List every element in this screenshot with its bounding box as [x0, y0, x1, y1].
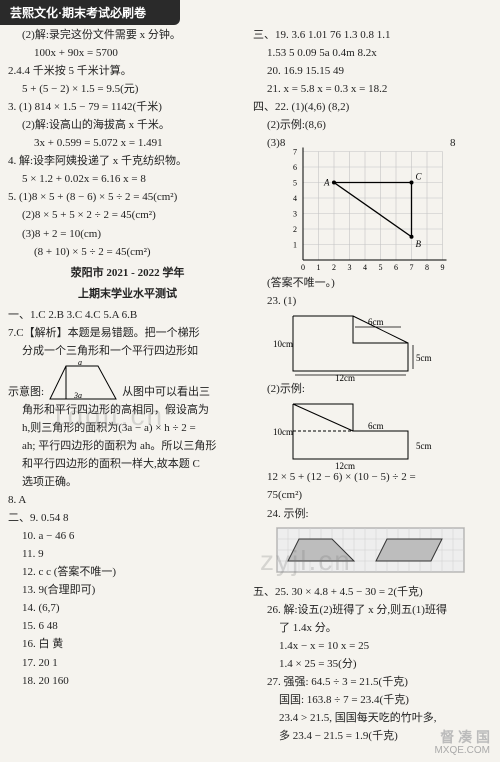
svg-text:4: 4	[293, 194, 297, 203]
text: ah; 平行四边形的面积为 ah。所以三角形	[8, 438, 247, 455]
dim-label: 10cm	[273, 427, 293, 437]
text: (8 + 10) × 5 ÷ 2 = 45(cm²)	[8, 244, 247, 261]
svg-text:1: 1	[317, 263, 321, 272]
text: 100x + 90x = 5700	[8, 45, 247, 62]
text: 4. 解:设李阿姨投递了 x 千克纺织物。	[8, 153, 247, 170]
svg-text:7: 7	[410, 263, 414, 272]
trapezoid-diagram: a 3a	[48, 361, 118, 401]
svg-text:5: 5	[293, 179, 297, 188]
text: (3)8 + 2 = 10(cm)	[8, 226, 247, 243]
text: h,则三角形的面积为(3a − a) × h ÷ 2 =	[8, 420, 247, 437]
left-column: (2)解:录完这份文件需要 x 分钟。 100x + 90x = 5700 2.…	[8, 27, 247, 746]
svg-text:2: 2	[332, 263, 336, 272]
text: 13. 9(合理即可)	[8, 582, 247, 599]
text: 14. (6,7)	[8, 600, 247, 617]
text: 5 + (5 − 2) × 1.5 = 9.5(元)	[8, 81, 247, 98]
page-body: (2)解:录完这份文件需要 x 分钟。 100x + 90x = 5700 2.…	[0, 25, 500, 754]
dim-label: 5cm	[416, 441, 432, 451]
dim-label: 6cm	[368, 317, 384, 327]
text: 5. (1)8 × 5 + (8 − 6) × 5 ÷ 2 = 45(cm²)	[8, 189, 247, 206]
text: 23.4 > 21.5, 国国每天吃的竹叶多,	[253, 710, 492, 727]
text: 一、1.C 2.B 3.C 4.C 5.A 6.B	[8, 307, 247, 324]
text: 18. 20 160	[8, 673, 247, 690]
svg-text:3a: 3a	[73, 391, 82, 400]
svg-text:3: 3	[293, 210, 297, 219]
dim-label: 6cm	[368, 421, 384, 431]
text: (2)解:设高山的海拔高 x 千米。	[8, 117, 247, 134]
text: 和平行四边形的面积一样大,故本题 C	[8, 456, 247, 473]
svg-text:0: 0	[301, 263, 305, 272]
text: (2)8 × 5 + 5 × 2 ÷ 2 = 45(cm²)	[8, 207, 247, 224]
text: 12 × 5 + (12 − 6) × (10 − 5) ÷ 2 =	[253, 469, 492, 486]
text: 27. 强强: 64.5 ÷ 3 = 21.5(千克)	[253, 674, 492, 691]
page-header: 芸熙文化·期末考试必刷卷	[0, 0, 180, 25]
svg-text:3: 3	[348, 263, 352, 272]
coordinate-grid-chart: 0 1 2 3 4 5 6 7 8 9 1 2 3 4 5 6 7 A B C	[285, 135, 450, 275]
text: 8. A	[8, 492, 247, 509]
text: 5 × 1.2 + 0.02x = 6.16 x = 8	[8, 171, 247, 188]
dim-label: 12cm	[335, 461, 355, 469]
right-column: 三、19. 3.6 1.01 76 1.3 0.8 1.1 1.53 5 0.0…	[253, 27, 492, 746]
svg-text:4: 4	[363, 263, 367, 272]
text: 国国: 163.8 ÷ 7 = 23.4(千克)	[253, 692, 492, 709]
svg-text:a: a	[78, 361, 82, 367]
text: 16. 白 黄	[8, 636, 247, 653]
text: 2.4.4 千米按 5 千米计算。	[8, 63, 247, 80]
text: 3x + 0.599 = 5.072 x = 1.491	[8, 135, 247, 152]
text: 分成一个三角形和一个平行四边形如	[8, 343, 247, 360]
text: 17. 20 1	[8, 655, 247, 672]
diagram-row: 示意图: a 3a 从图中可以看出三	[8, 361, 247, 401]
text: 15. 6 48	[8, 618, 247, 635]
text: 24. 示例:	[253, 506, 492, 523]
text: 75(cm²)	[253, 487, 492, 504]
svg-text:1: 1	[293, 241, 297, 250]
svg-text:6: 6	[293, 163, 297, 172]
text: 五、25. 30 × 4.8 + 4.5 − 30 = 2(千克)	[253, 584, 492, 601]
text: 8	[450, 135, 456, 152]
svg-text:8: 8	[425, 263, 429, 272]
svg-text:9: 9	[441, 263, 445, 272]
text: 20. 16.9 15.15 49	[253, 63, 492, 80]
text: (2)示例:(8,6)	[253, 117, 492, 134]
svg-text:7: 7	[293, 148, 297, 157]
svg-text:B: B	[416, 239, 422, 249]
text: 三、19. 3.6 1.01 76 1.3 0.8 1.1	[253, 27, 492, 44]
text: 1.4 × 25 = 35(分)	[253, 656, 492, 673]
text: 从图中可以看出三	[122, 384, 210, 401]
text: 21. x = 5.8 x = 0.3 x = 18.2	[253, 81, 492, 98]
text: 26. 解:设五(2)班得了 x 分,则五(1)班得	[253, 602, 492, 619]
section-title: 荥阳市 2021 - 2022 学年	[8, 265, 247, 282]
svg-text:A: A	[323, 178, 330, 188]
text: (3)8	[253, 135, 285, 152]
text: 1.53 5 0.09 5a 0.4m 8.2x	[253, 45, 492, 62]
text: 10. a − 46 6	[8, 528, 247, 545]
text: 角形和平行四边形的高相同，假设高为	[8, 402, 247, 419]
text: 了 1.4x 分。	[253, 620, 492, 637]
shape-23-1: 10cm 6cm 5cm 12cm	[273, 311, 443, 381]
text: 1.4x − x = 10 x = 25	[253, 638, 492, 655]
text: (2)示例:	[253, 381, 492, 398]
text: (2)解:录完这份文件需要 x 分钟。	[8, 27, 247, 44]
text: 23. (1)	[253, 293, 492, 310]
text: (答案不唯一。)	[253, 275, 492, 292]
section-title: 上期末学业水平测试	[8, 286, 247, 303]
text: 11. 9	[8, 546, 247, 563]
text: 四、22. (1)(4,6) (8,2)	[253, 99, 492, 116]
text: 选项正确。	[8, 474, 247, 491]
text: 3. (1) 814 × 1.5 − 79 = 1142(千米)	[8, 99, 247, 116]
footer-logo: 督 凑 国 MXQE.COM	[434, 730, 490, 756]
shape-23-2: 10cm 6cm 5cm 12cm	[273, 399, 443, 469]
svg-text:5: 5	[379, 263, 383, 272]
text: 示意图:	[8, 384, 44, 401]
svg-text:2: 2	[293, 225, 297, 234]
dim-label: 12cm	[335, 373, 355, 381]
text: 7.C【解析】本题是易错题。把一个梯形	[8, 325, 247, 342]
dim-label: 10cm	[273, 339, 293, 349]
svg-text:C: C	[416, 172, 423, 182]
svg-text:6: 6	[394, 263, 398, 272]
text: 二、9. 0.54 8	[8, 510, 247, 527]
text: 12. c c (答案不唯一)	[8, 564, 247, 581]
shapes-24-grid	[273, 524, 473, 584]
dim-label: 5cm	[416, 353, 432, 363]
